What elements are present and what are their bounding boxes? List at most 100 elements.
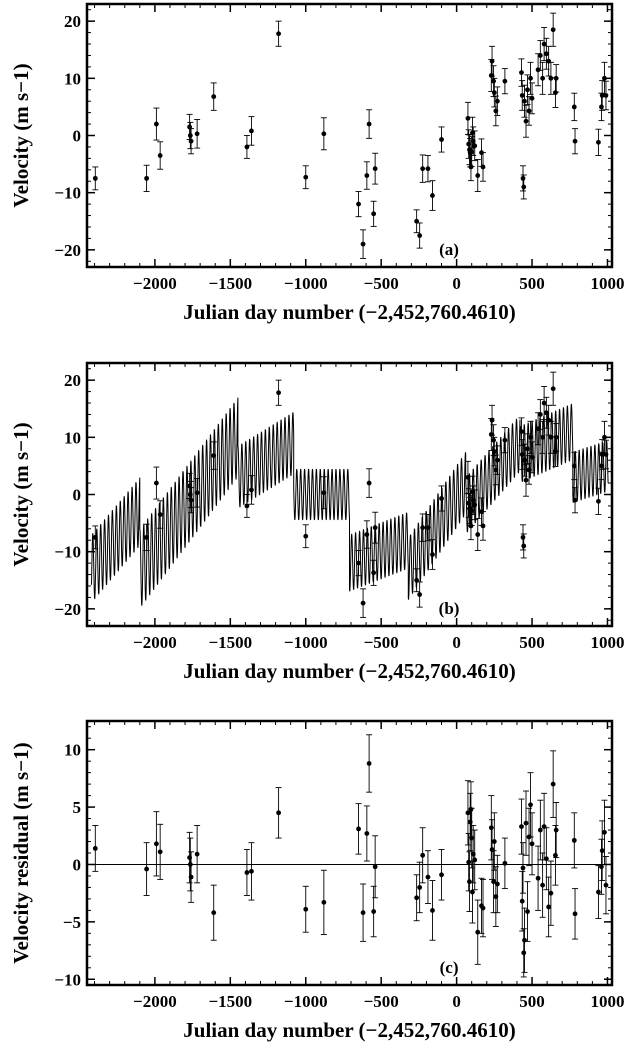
data-point xyxy=(480,879,486,936)
x-tick-label: 1000 xyxy=(590,274,624,293)
data-point xyxy=(550,372,556,405)
marker xyxy=(522,458,527,463)
data-point xyxy=(550,751,556,818)
marker xyxy=(542,42,547,47)
data-point xyxy=(364,521,370,548)
data-point xyxy=(360,230,366,259)
marker xyxy=(188,492,193,497)
marker xyxy=(481,524,486,529)
x-tick-label: 1000 xyxy=(590,633,624,652)
marker xyxy=(553,449,558,454)
marker xyxy=(596,499,601,504)
x-tick-label: −2000 xyxy=(133,274,177,293)
x-tick-label: −2000 xyxy=(133,633,177,652)
marker xyxy=(469,807,474,812)
marker xyxy=(144,535,149,540)
data-point xyxy=(157,824,163,879)
data-point xyxy=(414,210,420,233)
marker xyxy=(303,907,308,912)
data-point xyxy=(439,127,445,152)
data-point xyxy=(540,853,546,917)
data-point xyxy=(572,889,578,940)
marker xyxy=(417,233,422,238)
data-point xyxy=(144,843,150,896)
data-point xyxy=(372,153,378,184)
marker xyxy=(466,860,471,865)
marker xyxy=(519,70,524,75)
marker xyxy=(538,828,543,833)
marker xyxy=(426,166,431,171)
x-tick-label: 0 xyxy=(452,274,461,293)
data-point xyxy=(153,812,159,876)
marker xyxy=(546,59,551,64)
data-point xyxy=(417,862,423,913)
data-point xyxy=(414,569,420,592)
marker xyxy=(502,861,507,866)
marker xyxy=(521,866,526,871)
marker xyxy=(521,544,526,549)
marker xyxy=(430,908,435,913)
marker xyxy=(502,438,507,443)
data-point xyxy=(356,192,362,217)
marker xyxy=(371,211,376,216)
marker xyxy=(530,96,535,101)
marker xyxy=(491,438,496,443)
marker xyxy=(519,429,524,434)
marker xyxy=(356,202,361,207)
y-tick-label: 10 xyxy=(64,428,81,447)
marker xyxy=(472,143,477,148)
marker xyxy=(530,841,535,846)
marker xyxy=(414,895,419,900)
data-point xyxy=(153,108,159,140)
marker xyxy=(303,175,308,180)
panel-3: −2000 −1500 −1000 −500 0 500 1000 −10 −5 0 5 10 (c) J… xyxy=(9,721,624,1042)
data-point xyxy=(475,160,481,192)
marker xyxy=(546,418,551,423)
data-point xyxy=(321,870,327,934)
marker xyxy=(189,875,194,880)
marker xyxy=(521,950,526,955)
marker xyxy=(276,810,281,815)
x-axis-label-offset: (−2,452,760.4610) xyxy=(359,659,516,683)
marker xyxy=(573,139,578,144)
marker xyxy=(158,849,163,854)
marker xyxy=(490,418,495,423)
marker xyxy=(195,131,200,136)
marker xyxy=(528,76,533,81)
y-tick-label: 0 xyxy=(73,855,82,874)
marker xyxy=(466,475,471,480)
data-point xyxy=(521,929,527,977)
data-point xyxy=(372,512,378,543)
panel-tag: (b) xyxy=(439,599,460,618)
marker xyxy=(475,930,480,935)
marker xyxy=(522,938,527,943)
data-point xyxy=(429,540,435,570)
marker xyxy=(249,488,254,493)
marker xyxy=(189,139,194,144)
x-tick-label: −500 xyxy=(364,274,399,293)
x-tick-label: −500 xyxy=(364,633,399,652)
marker xyxy=(467,879,472,884)
y-tick-label: −5 xyxy=(63,913,81,932)
marker xyxy=(211,910,216,915)
y-axis-label-main: Velocity xyxy=(9,131,33,208)
data-point xyxy=(439,486,445,511)
x-tick-label: 500 xyxy=(519,274,545,293)
marker xyxy=(599,464,604,469)
marker xyxy=(249,129,254,134)
panel-tag: (a) xyxy=(439,240,459,259)
marker xyxy=(158,512,163,517)
data-point xyxy=(303,886,309,932)
marker xyxy=(536,876,541,881)
marker xyxy=(599,105,604,110)
marker xyxy=(530,455,535,460)
y-tick-label: 20 xyxy=(64,12,81,31)
y-axis-label: Velocity (m s−1) xyxy=(9,63,33,207)
marker xyxy=(211,94,216,99)
data-point xyxy=(366,110,372,139)
data-point xyxy=(244,495,250,518)
panel-tag: (c) xyxy=(440,958,459,977)
marker xyxy=(524,821,529,826)
x-tick-label: 1000 xyxy=(590,992,624,1011)
marker xyxy=(144,176,149,181)
